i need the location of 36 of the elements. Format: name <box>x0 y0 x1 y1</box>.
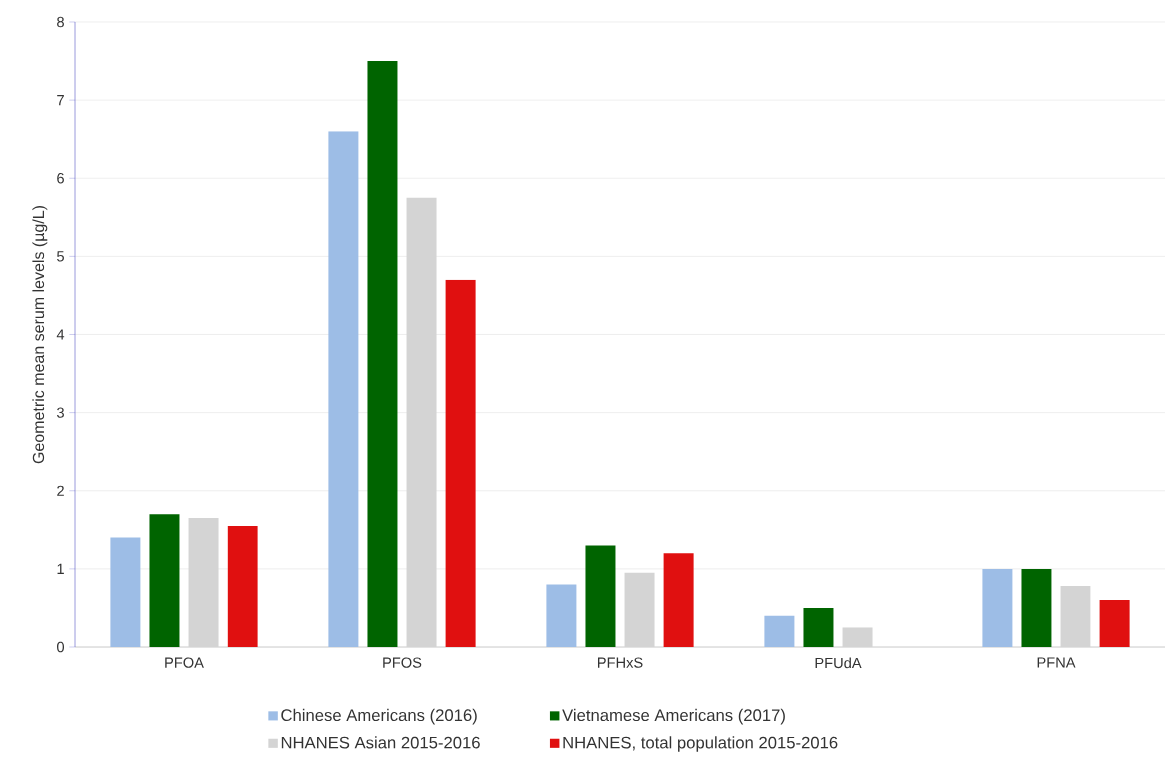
bar <box>982 568 1013 647</box>
y-tick-label: 7 <box>57 95 64 106</box>
y-axis-title: Geometric mean serum levels (µg/L) <box>32 206 48 464</box>
bar <box>764 615 795 647</box>
bar <box>1021 568 1052 647</box>
x-tick-label: PFOA <box>165 657 204 668</box>
x-tick-label: PFOS <box>383 657 422 668</box>
legend-label: NHANES, total population 2015-2016 <box>563 736 838 752</box>
bar <box>585 545 616 647</box>
y-tick-label: 1 <box>57 563 64 574</box>
y-tick-label: 4 <box>56 329 65 340</box>
bar <box>328 131 359 647</box>
bar <box>227 525 258 647</box>
bar <box>663 553 694 647</box>
legend-label: Vietnamese Americans (2017) <box>562 708 785 725</box>
y-tick-label: 3 <box>57 407 64 418</box>
bar <box>1060 586 1091 647</box>
bar <box>445 279 476 647</box>
x-tick-label: PFNA <box>1037 657 1076 668</box>
bar <box>842 627 873 647</box>
y-tick-label: 6 <box>57 173 64 184</box>
x-tick-label: PFUdA <box>815 657 862 669</box>
bar <box>1099 600 1130 647</box>
y-tick-label: 2 <box>57 485 64 496</box>
bar <box>110 537 141 647</box>
bar <box>546 584 577 647</box>
y-tick-label: 0 <box>57 641 65 653</box>
legend-label: Chinese Americans (2016) <box>281 708 477 725</box>
y-tick-label: 5 <box>57 251 64 262</box>
legend-label: NHANES Asian 2015-2016 <box>281 736 480 749</box>
bar <box>803 607 834 647</box>
bar <box>624 572 655 647</box>
bar <box>367 61 398 647</box>
bar <box>149 514 180 647</box>
y-tick-label: 8 <box>57 16 64 28</box>
x-tick-label: PFHxS <box>597 657 643 668</box>
